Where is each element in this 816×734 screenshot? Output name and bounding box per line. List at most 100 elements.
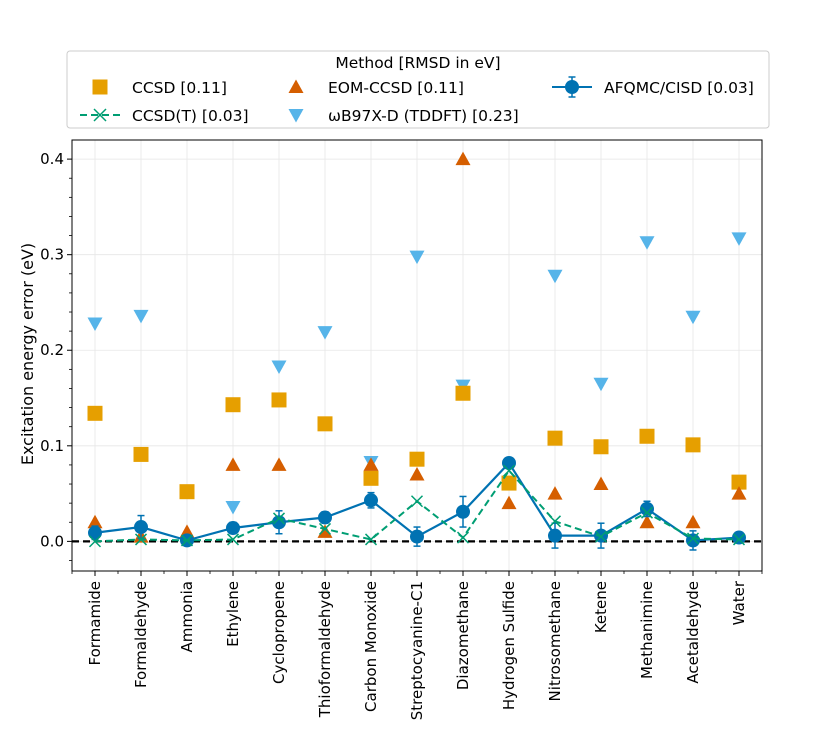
y-tick-label: 0.2 bbox=[40, 341, 64, 359]
x-tick-label: Diazomethane bbox=[454, 581, 472, 690]
data-point bbox=[456, 504, 470, 519]
data-point bbox=[226, 520, 240, 535]
legend-title: Method [RMSD in eV] bbox=[335, 54, 500, 72]
data-point bbox=[179, 484, 195, 500]
x-tick-label: Ketene bbox=[592, 581, 610, 633]
legend-label: AFQMC/CISD [0.03] bbox=[604, 79, 754, 97]
data-point bbox=[363, 470, 379, 486]
data-point bbox=[686, 532, 700, 545]
data-point bbox=[593, 476, 609, 491]
data-point bbox=[180, 534, 194, 547]
data-point bbox=[364, 533, 378, 546]
x-marker-stroke bbox=[732, 533, 746, 546]
data-point bbox=[87, 405, 103, 421]
x-marker-stroke bbox=[410, 495, 424, 508]
data-point bbox=[731, 474, 747, 490]
x-marker-stroke bbox=[318, 522, 332, 535]
data-point bbox=[502, 456, 516, 471]
data-point bbox=[639, 236, 655, 250]
data-point bbox=[225, 457, 241, 471]
data-point bbox=[456, 531, 470, 544]
data-point bbox=[88, 535, 102, 548]
x-tick-label: Water bbox=[730, 580, 748, 625]
y-axis-label: Excitation energy error (eV) bbox=[18, 243, 37, 465]
data-point bbox=[271, 360, 287, 374]
data-point bbox=[409, 466, 425, 481]
legend-item-ccsd-t-0-03: CCSD(T) [0.03] bbox=[80, 107, 249, 125]
x-marker-stroke bbox=[686, 532, 700, 545]
legend-marker bbox=[92, 79, 108, 95]
data-point bbox=[409, 250, 425, 265]
data-point bbox=[501, 495, 517, 510]
x-tick-label: Acetaldehyde bbox=[684, 581, 702, 684]
data-point bbox=[272, 515, 286, 530]
data-point bbox=[732, 533, 746, 546]
data-point bbox=[179, 524, 195, 538]
x-tick-label: Thioformaldehyde bbox=[316, 581, 334, 718]
data-point bbox=[363, 457, 379, 471]
x-marker-stroke bbox=[272, 512, 286, 525]
x-marker-stroke bbox=[594, 530, 608, 543]
data-point bbox=[410, 495, 424, 508]
legend-item-afqmc-cisd-0-03: AFQMC/CISD [0.03] bbox=[552, 76, 754, 98]
legend-label: EOM-CCSD [0.11] bbox=[328, 79, 464, 97]
data-point bbox=[594, 530, 608, 543]
data-point bbox=[501, 475, 517, 491]
x-tick-label: Ethylene bbox=[224, 581, 242, 647]
series-ccsd-0-11 bbox=[87, 385, 747, 500]
x-axis: Formamide Formaldehyde Ammonia Ethylene Cycl… bbox=[71, 571, 763, 720]
legend-item-ccsd-0-11: CCSD [0.11] bbox=[92, 79, 227, 97]
data-point bbox=[133, 309, 149, 324]
data-point bbox=[455, 385, 471, 401]
legend-marker bbox=[565, 80, 579, 94]
data-point bbox=[548, 515, 562, 528]
data-point bbox=[410, 529, 424, 544]
data-point bbox=[593, 439, 609, 455]
data-point bbox=[87, 514, 103, 529]
data-point bbox=[271, 392, 287, 408]
legend-marker bbox=[93, 108, 107, 122]
data-point bbox=[88, 525, 102, 540]
data-point bbox=[317, 524, 333, 538]
data-point bbox=[134, 533, 148, 546]
y-tick-label: 0.1 bbox=[40, 437, 64, 455]
data-point bbox=[639, 428, 655, 444]
data-point bbox=[317, 416, 333, 432]
legend-label: CCSD(T) [0.03] bbox=[132, 107, 249, 125]
y-tick-label: 0.4 bbox=[40, 150, 64, 168]
data-point bbox=[133, 446, 149, 462]
data-point bbox=[548, 528, 562, 543]
legend-box bbox=[66, 50, 770, 129]
data-point bbox=[547, 269, 563, 284]
data-point bbox=[271, 457, 287, 471]
grid bbox=[72, 140, 762, 571]
data-point bbox=[685, 514, 701, 529]
data-point bbox=[318, 522, 332, 535]
data-point bbox=[686, 533, 700, 548]
x-marker-stroke bbox=[180, 534, 194, 547]
y-axis: 0.0 0.1 0.2 0.3 0.4 bbox=[40, 150, 72, 561]
x-marker-stroke bbox=[88, 535, 102, 548]
data-point bbox=[685, 310, 701, 325]
x-tick-label: Streptocyanine-C1 bbox=[408, 581, 426, 720]
data-point bbox=[639, 514, 655, 529]
data-point bbox=[318, 510, 332, 525]
data-point bbox=[87, 317, 103, 331]
data-point bbox=[640, 506, 654, 519]
data-point bbox=[317, 326, 333, 340]
x-tick-label: Ammonia bbox=[178, 581, 196, 653]
data-point bbox=[732, 530, 746, 545]
data-point bbox=[640, 501, 654, 516]
x-marker-stroke bbox=[226, 533, 240, 546]
data-point bbox=[364, 493, 378, 508]
data-point bbox=[502, 464, 516, 477]
legend-item-b97x-d-tddft-0-23: ωB97X-D (TDDFT) [0.23] bbox=[288, 107, 519, 125]
data-point bbox=[226, 533, 240, 546]
legend-marker bbox=[288, 79, 304, 93]
y-tick-label: 0.3 bbox=[40, 246, 64, 264]
series-layer bbox=[87, 151, 747, 551]
legend-label: CCSD [0.11] bbox=[132, 79, 227, 97]
data-point bbox=[225, 500, 241, 515]
x-marker-stroke bbox=[134, 533, 148, 546]
